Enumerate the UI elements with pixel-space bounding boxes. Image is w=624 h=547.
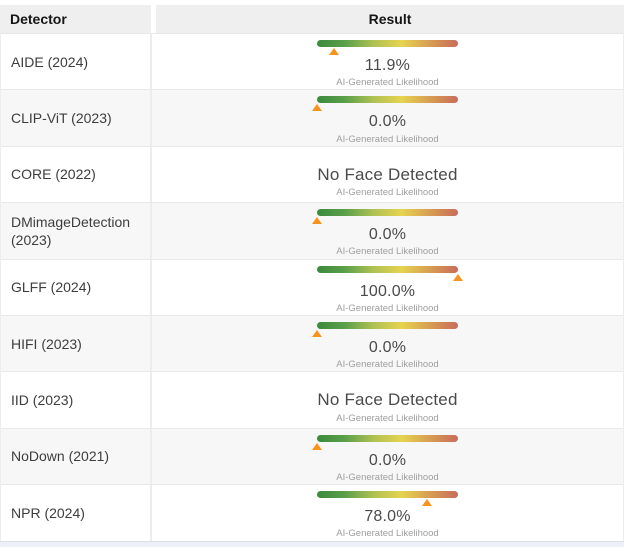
triangle-up-icon	[312, 442, 322, 450]
likelihood-sub-label: AI-Generated Likelihood	[336, 187, 439, 199]
detector-name: NPR (2024)	[1, 485, 152, 541]
detector-name: HIFI (2023)	[1, 315, 152, 372]
column-header-detector: Detector	[0, 5, 151, 33]
likelihood-gauge	[317, 491, 458, 507]
detector-name: AIDE (2024)	[1, 34, 152, 90]
likelihood-value: No Face Detected	[317, 164, 458, 184]
table-row: DMimageDetection (2023) 0.0% AI-Generate…	[1, 202, 623, 259]
likelihood-value: 0.0%	[368, 226, 407, 244]
result-cell: 0.0% AI-Generated Likelihood	[152, 316, 623, 371]
likelihood-gauge	[317, 40, 458, 55]
table-row: IID (2023) No Face Detected AI-Generated…	[1, 371, 623, 428]
gradient-bar	[317, 209, 458, 217]
likelihood-gauge	[312, 321, 458, 337]
gradient-bar	[317, 96, 458, 104]
likelihood-gauge	[312, 434, 458, 450]
gradient-bar	[317, 434, 458, 442]
table-header: Detector Result	[0, 5, 624, 33]
likelihood-sub-label: AI-Generated Likelihood	[336, 302, 439, 314]
result-cell: No Face Detected AI-Generated Likelihood	[152, 372, 623, 427]
detector-name: CLIP-ViT (2023)	[1, 90, 152, 146]
triangle-up-icon	[312, 217, 322, 225]
likelihood-gauge	[317, 265, 463, 281]
column-header-result: Result	[156, 5, 624, 33]
likelihood-sub-label: AI-Generated Likelihood	[336, 528, 439, 540]
result-cell: 11.9% AI-Generated Likelihood	[152, 34, 623, 89]
likelihood-sub-label: AI-Generated Likelihood	[336, 359, 439, 371]
triangle-up-icon	[328, 48, 339, 55]
likelihood-sub-label: AI-Generated Likelihood	[336, 412, 439, 424]
detector-name: CORE (2022)	[1, 146, 152, 203]
likelihood-value: 0.0%	[368, 451, 407, 469]
detector-name: GLFF (2024)	[1, 259, 152, 315]
likelihood-value: 78.0%	[364, 508, 411, 526]
gradient-bar	[317, 265, 458, 273]
likelihood-sub-label: AI-Generated Likelihood	[336, 77, 439, 89]
likelihood-gauge	[312, 96, 458, 112]
triangle-up-icon	[421, 499, 432, 507]
header-gap	[151, 5, 156, 33]
table-row: NoDown (2021) 0.0% AI-Generated Likeliho…	[1, 427, 623, 485]
table-row: CORE (2022) No Face Detected AI-Generate…	[1, 145, 623, 203]
likelihood-sub-label: AI-Generated Likelihood	[336, 133, 439, 145]
detector-name: DMimageDetection (2023)	[1, 203, 152, 259]
result-cell: 0.0% AI-Generated Likelihood	[152, 90, 623, 145]
table-body: AIDE (2024) 11.9% AI-Generated Likelihoo…	[0, 33, 624, 541]
next-row-partial	[0, 540, 624, 547]
likelihood-value: 0.0%	[368, 113, 407, 131]
table-row: AIDE (2024) 11.9% AI-Generated Likelihoo…	[1, 33, 623, 90]
likelihood-value: 11.9%	[364, 57, 411, 74]
likelihood-gauge	[312, 209, 458, 225]
likelihood-value: 0.0%	[368, 338, 407, 356]
detector-name: IID (2023)	[1, 372, 152, 428]
likelihood-sub-label: AI-Generated Likelihood	[336, 246, 439, 258]
result-cell: 100.0% AI-Generated Likelihood	[152, 260, 623, 315]
gradient-bar	[317, 321, 458, 329]
triangle-up-icon	[312, 104, 322, 112]
likelihood-value: No Face Detected	[317, 390, 458, 410]
likelihood-sub-label: AI-Generated Likelihood	[336, 471, 439, 483]
table-row: GLFF (2024) 100.0% AI-Generated Likeliho…	[1, 258, 623, 315]
result-cell: 0.0% AI-Generated Likelihood	[152, 429, 623, 484]
likelihood-value: 100.0%	[359, 282, 416, 300]
table-row: NPR (2024) 78.0% AI-Generated Likelihood	[1, 484, 623, 541]
triangle-up-icon	[312, 329, 322, 337]
result-cell: No Face Detected AI-Generated Likelihood	[152, 147, 623, 202]
gradient-bar	[317, 40, 458, 47]
triangle-up-icon	[453, 273, 463, 281]
result-cell: 78.0% AI-Generated Likelihood	[152, 485, 623, 540]
gradient-bar	[317, 491, 458, 499]
detector-name: NoDown (2021)	[1, 428, 152, 485]
result-cell: 0.0% AI-Generated Likelihood	[152, 203, 623, 258]
table-row: CLIP-ViT (2023) 0.0% AI-Generated Likeli…	[1, 89, 623, 146]
table-row: HIFI (2023) 0.0% AI-Generated Likelihood	[1, 314, 623, 372]
